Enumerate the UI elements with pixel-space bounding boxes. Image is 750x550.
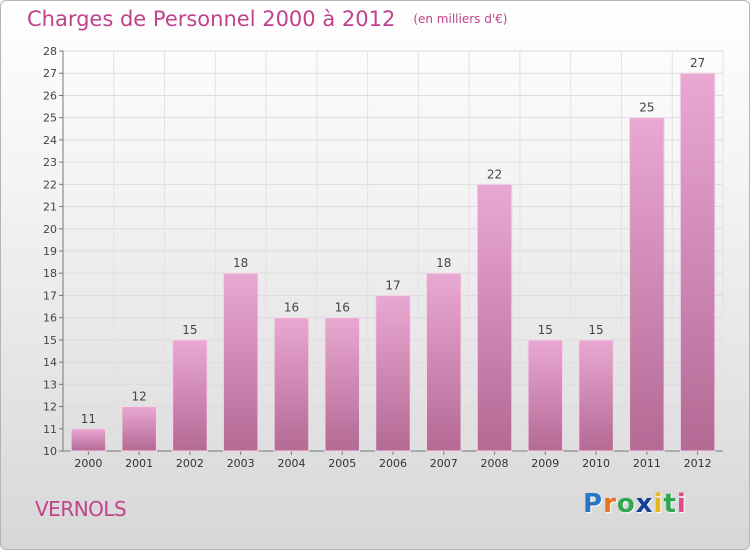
x-tick-label: 2012 [684,457,712,470]
y-tick-label: 25 [43,112,57,125]
bar [222,272,259,452]
data-label: 12 [132,390,147,404]
x-tick-label: 2006 [379,457,407,470]
logo-letter: x [635,489,654,519]
bar [578,339,614,452]
bar [273,317,310,452]
data-label: 18 [436,256,451,270]
x-tick-label: 2000 [74,457,102,470]
data-label: 25 [639,101,654,115]
bar [70,428,107,452]
town-name: VERNOLS [35,497,127,521]
data-label: 16 [284,301,299,315]
y-tick-label: 20 [43,223,57,236]
x-tick-label: 2004 [277,457,305,470]
x-tick-label: 2007 [430,457,458,470]
bars [70,72,716,452]
logo-letter: t [663,489,677,519]
data-label: 27 [690,56,705,70]
x-tick-label: 2010 [582,457,610,470]
x-tick-label: 2011 [633,457,661,470]
data-label: 17 [385,278,400,292]
logo-letter: i [676,489,687,519]
bar [679,72,716,452]
logo-letter: o [616,489,636,519]
y-tick-labels: 10 11 12 13 14 15 16 17 18 19 20 21 22 23 24 25 26 27 28 [43,45,57,458]
y-tick-label: 22 [43,178,57,191]
data-label: 15 [182,323,197,337]
y-tick-label: 23 [43,156,57,169]
bar [324,317,360,452]
bar [527,339,564,452]
y-tick-label: 24 [43,134,57,147]
y-tick-label: 12 [43,401,57,414]
data-label: 15 [538,323,553,337]
x-tick-label: 2009 [531,457,559,470]
data-label: 18 [233,256,248,270]
proxiti-logo: Proxiti [583,489,687,519]
y-tick-label: 28 [43,45,57,58]
data-label: 16 [335,301,350,315]
y-tick-label: 16 [43,312,57,325]
x-tick-label: 2003 [227,457,255,470]
y-tick-label: 27 [43,67,57,80]
y-tick-label: 21 [43,201,57,214]
x-tick-label: 2001 [125,457,153,470]
y-tick-label: 26 [43,89,57,102]
chart-unit: (en milliers d'€) [413,12,508,26]
bar [476,183,513,452]
chart-title-block: Charges de Personnel 2000 à 2012 (en mill… [27,7,507,31]
data-label: 22 [487,167,502,181]
bar [629,117,665,452]
chart-title: Charges de Personnel 2000 à 2012 [27,7,396,31]
y-tick-label: 13 [43,378,57,391]
y-tick-label: 11 [43,423,57,436]
bar [121,406,157,452]
data-label: 15 [588,323,603,337]
data-labels: 11 12 15 18 16 16 17 18 22 15 15 25 27 [81,56,706,426]
y-tick-label: 14 [43,356,57,369]
bar [426,272,462,452]
y-tick-label: 17 [43,289,57,302]
y-tick-label: 19 [43,245,57,258]
x-tick-label: 2008 [481,457,509,470]
x-tick-label: 2002 [176,457,204,470]
x-tick-label: 2005 [328,457,356,470]
logo-letter: P [583,489,604,519]
y-tick-label: 18 [43,267,57,280]
logo-letter: i [653,489,664,519]
bar [172,339,208,452]
bar [375,294,411,452]
x-tick-labels: 2000 2001 2002 2003 2004 2005 2006 2007 2008 2009… [74,457,711,470]
logo-letter: r [603,489,617,519]
data-label: 11 [81,412,96,426]
y-tick-label: 15 [43,334,57,347]
y-tick-label: 10 [43,445,57,458]
